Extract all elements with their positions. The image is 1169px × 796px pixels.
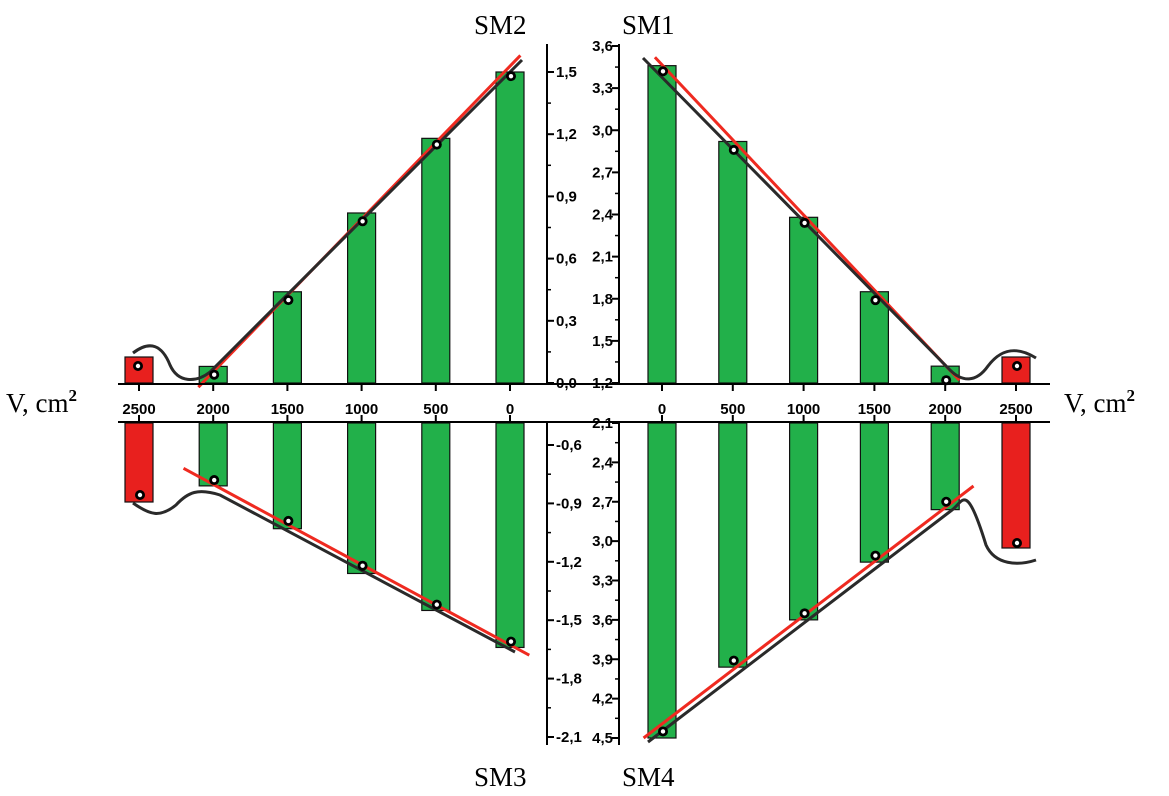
trend-curve-sm4	[647, 498, 1037, 744]
data-point-center-sm3	[360, 563, 365, 568]
y-tick-label-sm3: -1,2	[556, 554, 582, 571]
sm2-title: SM2	[474, 10, 527, 40]
y-tick-label-sm3: -0,9	[556, 495, 582, 512]
x-tick-label: 1500	[271, 401, 304, 418]
y-tick-label-sm1: 2,1	[592, 249, 613, 266]
y-tick-label-sm1: 3,6	[592, 38, 613, 55]
data-point-center-sm4	[944, 499, 949, 504]
lines-layer	[132, 54, 1037, 744]
y-tick-label-sm1: 1,8	[592, 291, 613, 308]
bar-sm1-0	[647, 65, 677, 384]
sm3-title: SM3	[474, 762, 527, 792]
bars-layer	[124, 65, 1031, 739]
data-point-center-sm2	[508, 73, 514, 79]
bar-sm4-500	[718, 422, 748, 668]
y-tick-label-sm1: 1,5	[592, 333, 613, 350]
trend-curve-sm2	[132, 58, 524, 381]
x-tick-label: 0	[506, 401, 514, 418]
bar-sm4-2500	[1001, 422, 1031, 549]
y-tick-label-sm4: 4,5	[592, 730, 613, 747]
x-tick-label: 1000	[787, 401, 820, 418]
y-tick-label-sm4: 3,3	[592, 573, 613, 590]
sm1-title: SM1	[622, 10, 675, 40]
data-point-center-sm1	[802, 220, 807, 226]
trend-curve-sm3	[132, 490, 516, 654]
x-tick-label: 1500	[858, 401, 891, 418]
y-tick-label-sm3: -2,1	[556, 729, 582, 746]
data-point-center-sm2	[286, 297, 291, 303]
bar-sm3-1000	[347, 422, 377, 575]
bar-sm3-0	[495, 422, 525, 649]
bar-sm1-1500	[859, 291, 890, 384]
y-tick-label-sm1: 2,4	[592, 207, 614, 224]
bar-sm3-1500	[272, 422, 302, 530]
y-tick-label-sm4: 3,6	[592, 612, 613, 629]
data-point-center-sm2	[135, 363, 141, 369]
data-point-center-sm1	[1014, 363, 1020, 369]
data-point-center-sm3	[286, 518, 291, 524]
y-tick-label-sm4: 4,2	[592, 691, 613, 708]
bar-sm2-500	[421, 137, 451, 384]
x-tick-label: 1000	[345, 401, 378, 418]
bar-sm4-1500	[859, 422, 890, 563]
y-tick-label-sm3: -0,6	[556, 437, 582, 454]
data-point-center-sm3	[137, 492, 143, 498]
data-point-center-sm4	[731, 658, 736, 663]
data-point-center-sm2	[212, 372, 217, 377]
y-tick-label-sm3: -1,5	[556, 612, 582, 629]
y-tick-label-sm1: 2,7	[592, 164, 613, 181]
x-axis-title-right: V, cm2	[1064, 386, 1135, 418]
x-tick-label: 500	[720, 401, 745, 418]
y-tick-label-sm4: 3,0	[592, 533, 613, 550]
data-point-center-sm3	[212, 477, 217, 483]
trend-curve-sm1	[641, 56, 1037, 381]
bar-sm1-500	[718, 140, 748, 384]
data-point-center-sm1	[731, 147, 736, 153]
bar-sm4-2000	[930, 422, 960, 511]
x-axis-title-left: V, cm2	[6, 386, 77, 418]
axes-layer: 1,21,51,82,12,42,73,03,33,60,00,30,60,91…	[118, 38, 1050, 747]
data-point-center-sm3	[434, 602, 439, 607]
y-tick-label-sm4: 2,4	[592, 454, 614, 471]
y-tick-label-sm4: 2,7	[592, 494, 613, 511]
y-tick-label-sm1: 3,0	[592, 122, 613, 139]
x-tick-label: 2000	[929, 401, 962, 418]
points-layer	[133, 66, 1022, 737]
y-tick-label-sm2: 0,6	[556, 251, 577, 268]
x-tick-label: 500	[423, 401, 448, 418]
y-tick-label-sm1: 3,3	[592, 80, 613, 97]
bar-sm3-500	[421, 422, 451, 612]
y-tick-label-sm2: 0,3	[556, 313, 577, 330]
data-point-center-sm1	[873, 297, 878, 303]
x-tick-label: 2500	[122, 401, 155, 418]
y-tick-label-sm4: 3,9	[592, 651, 613, 668]
y-tick-label-sm3: -1,8	[556, 671, 582, 688]
data-point-center-sm2	[360, 219, 365, 224]
data-point-center-sm4	[802, 611, 807, 616]
data-point-center-sm3	[508, 639, 514, 644]
data-point-center-sm1	[660, 69, 666, 74]
x-tick-label: 2000	[197, 401, 230, 418]
data-point-center-sm4	[1014, 540, 1020, 546]
data-point-center-sm4	[660, 729, 666, 734]
fit-line-sm3	[182, 467, 531, 657]
x-tick-label: 0	[658, 401, 666, 418]
data-point-center-sm1	[944, 377, 949, 383]
y-tick-label-sm2: 0,9	[556, 188, 577, 205]
bar-sm4-0	[647, 422, 677, 739]
x-tick-label: 2500	[999, 401, 1032, 418]
sm4-title: SM4	[622, 762, 675, 792]
y-tick-label-sm2: 1,2	[556, 126, 577, 143]
bar-sm2-0	[495, 71, 525, 384]
data-point-center-sm2	[434, 142, 439, 147]
bar-sm4-1000	[788, 422, 819, 621]
bar-sm2-1000	[347, 212, 377, 384]
y-tick-label-sm4: 2,1	[592, 415, 613, 432]
y-tick-label-sm2: 1,5	[556, 64, 577, 81]
data-point-center-sm4	[873, 553, 878, 558]
bar-sm1-1000	[788, 216, 819, 384]
